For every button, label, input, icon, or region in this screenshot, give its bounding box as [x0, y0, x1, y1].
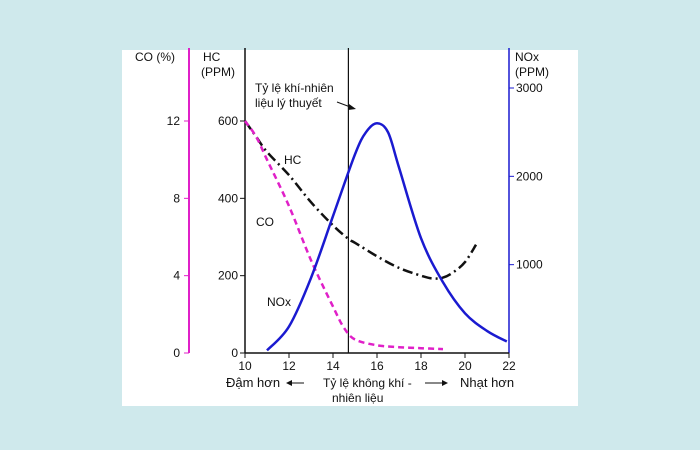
- nox-tick-label: 2000: [516, 169, 543, 183]
- x-tick-label: 18: [414, 359, 428, 373]
- richer-arrow-head: [286, 380, 292, 386]
- hc-series-label: HC: [284, 153, 302, 167]
- co-series-line: [243, 120, 444, 351]
- x-axis-title-line2: nhiên liệu: [332, 391, 383, 405]
- hc-axis-title: HC: [203, 50, 221, 64]
- co-axis-title: CO (%): [135, 50, 175, 64]
- nox-series-line: [266, 122, 508, 352]
- nox-tick-label: 1000: [516, 258, 543, 272]
- hc-tick-label: 600: [218, 114, 238, 128]
- co-tick-label: 0: [173, 346, 180, 360]
- x-tick-label: 12: [282, 359, 296, 373]
- x-axis-title-line1: Tỷ lệ không khí -: [323, 376, 412, 390]
- x-tick-label: 20: [458, 359, 472, 373]
- x-tick-label: 10: [238, 359, 252, 373]
- richer-label: Đậm hơn: [226, 375, 280, 390]
- nox-axis-title: NOx: [515, 50, 539, 64]
- x-tick-label: 14: [326, 359, 340, 373]
- x-tick-label: 16: [370, 359, 384, 373]
- nox-series-label: NOx: [267, 295, 291, 309]
- nox-axis-unit: (PPM): [515, 65, 549, 79]
- co-tick-label: 12: [167, 114, 181, 128]
- leaner-label: Nhạt hơn: [460, 375, 514, 390]
- hc-tick-label: 200: [218, 269, 238, 283]
- co-tick-label: 8: [173, 191, 180, 205]
- hc-series-line: [243, 120, 478, 280]
- co-tick-label: 4: [173, 269, 180, 283]
- hc-axis-unit: (PPM): [201, 65, 235, 79]
- stoich-arrow-head: [348, 104, 356, 110]
- hc-tick-label: 0: [231, 346, 238, 360]
- nox-tick-label: 3000: [516, 81, 543, 95]
- co-series-label: CO: [256, 215, 274, 229]
- leaner-arrow-head: [442, 380, 448, 386]
- stoich-label-line2: liệu lý thuyết: [255, 96, 322, 110]
- hc-tick-label: 400: [218, 191, 238, 205]
- stoich-label-line1: Tỷ lệ khí-nhiên: [255, 81, 334, 95]
- x-tick-label: 22: [502, 359, 516, 373]
